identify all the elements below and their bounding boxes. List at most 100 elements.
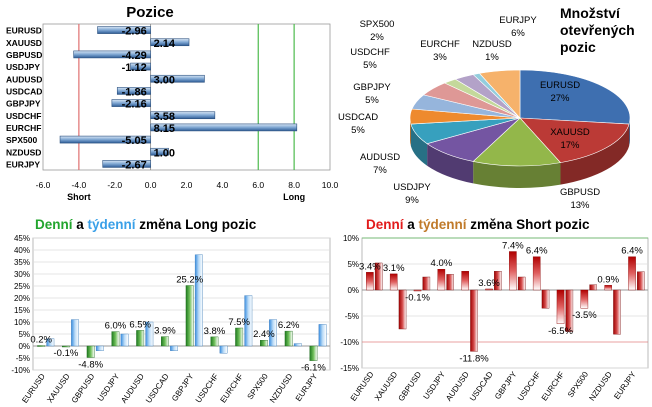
weekly-bar <box>494 271 502 291</box>
y-tick-label: 20% <box>14 294 30 303</box>
pie-label: EURUSD <box>540 80 580 91</box>
data-label: -4.8% <box>78 360 103 371</box>
short-change-chart: Denní a týdenní změna Short pozic -15% -10… <box>340 217 649 403</box>
position-bar <box>150 147 169 156</box>
title-part: změna Short pozic <box>467 217 591 232</box>
daily-bar <box>556 289 565 324</box>
x-tick-label: -2.0 <box>107 180 122 190</box>
position-bar <box>150 74 205 83</box>
daily-bar <box>37 345 46 347</box>
x-category-label: USDCAD <box>144 372 171 405</box>
title-part: Denní <box>35 217 74 232</box>
pie-label: GBPJPY <box>353 82 391 93</box>
pie-slice-side <box>410 118 411 147</box>
data-label: 7.5% <box>228 317 250 328</box>
category-label: NZDUSD <box>6 147 41 157</box>
y-tick-label: 0% <box>347 286 359 295</box>
position-bar <box>150 38 190 47</box>
x-category-label: SPX500 <box>566 370 591 400</box>
category-label: USDCAD <box>6 86 42 96</box>
daily-bar <box>260 340 268 347</box>
x-category-label: EURUSD <box>20 372 47 405</box>
position-bar <box>116 87 151 95</box>
data-label: -3.5% <box>572 310 597 321</box>
x-category-label: GBPUSD <box>70 372 97 405</box>
weekly-bar <box>145 321 154 347</box>
x-category-label: EURJPY <box>612 369 638 401</box>
data-label: 0.2% <box>30 335 52 346</box>
pie-slice <box>519 117 630 163</box>
position-bar <box>97 26 151 34</box>
value-label: -2.96 <box>122 26 147 38</box>
pie-percent: 9% <box>405 195 419 206</box>
pie-label: AUDUSD <box>360 152 400 163</box>
category-label: GBPJPY <box>6 99 41 109</box>
pie-label: GBPUSD <box>560 187 600 198</box>
data-label: -11.8% <box>459 353 489 364</box>
data-label: 3.4% <box>359 261 381 272</box>
pie-slice <box>478 69 521 119</box>
daily-bar <box>62 345 70 348</box>
data-label: 6.4% <box>526 246 548 257</box>
pie-label: EURJPY <box>499 15 537 26</box>
x-category-label: EURCHF <box>540 370 567 403</box>
daily-bar <box>185 285 194 347</box>
value-label: -2.16 <box>122 99 147 111</box>
x-category-label: EURJPY <box>294 371 320 403</box>
x-category-label: GBPJPY <box>493 369 519 401</box>
weekly-bar <box>398 289 407 330</box>
pie-slice <box>519 69 631 125</box>
chart-title: Pozice <box>126 4 174 21</box>
pie-label: EURCHF <box>420 39 460 50</box>
data-label: 6.5% <box>129 319 151 330</box>
pie-slice <box>472 117 562 167</box>
category-label: EURJPY <box>6 159 40 169</box>
daily-bar <box>309 345 318 361</box>
y-tick-label: 10% <box>343 234 359 243</box>
weekly-bar <box>293 343 302 347</box>
value-label: -2.67 <box>122 159 147 171</box>
weekly-bar <box>219 345 228 354</box>
y-tick-label: 40% <box>14 246 30 255</box>
position-bar <box>73 50 151 59</box>
weekly-bar <box>244 295 253 347</box>
x-label-short: Short <box>67 192 91 202</box>
value-label: 1.00 <box>154 147 175 159</box>
x-tick-label: -6.0 <box>36 180 51 190</box>
data-label: -6.1% <box>301 363 326 374</box>
category-label: USDCHF <box>6 111 41 121</box>
x-category-label: USDJPY <box>422 369 448 401</box>
weekly-bar <box>613 289 621 335</box>
weekly-bar <box>71 319 79 347</box>
weekly-bar <box>318 324 327 347</box>
x-category-label: EURUSD <box>349 370 376 403</box>
title-part: a <box>404 217 419 232</box>
pie-slice-side <box>427 143 474 184</box>
category-label: EURCHF <box>6 123 41 133</box>
position-bar <box>102 160 151 168</box>
data-label: 3.1% <box>383 263 405 274</box>
data-label: 6.4% <box>621 246 643 257</box>
pie-percent: 13% <box>570 200 590 211</box>
data-label: 4.0% <box>431 258 453 269</box>
x-category-label: NZDUSD <box>587 370 614 403</box>
y-tick-label: 35% <box>14 258 30 267</box>
x-tick-label: 4.0 <box>216 180 228 190</box>
weekly-bar <box>541 289 550 309</box>
pie-slice-side <box>560 124 630 185</box>
category-label: AUDUSD <box>6 74 42 84</box>
daily-bar <box>366 272 374 291</box>
position-bar <box>150 123 298 132</box>
plot-area <box>32 237 331 371</box>
data-label: -0.1% <box>54 348 79 359</box>
pie-percent: 6% <box>511 28 525 39</box>
x-category-label: EURCHF <box>219 372 246 405</box>
pie-slice-side <box>410 124 428 166</box>
weekly-bar <box>637 271 645 291</box>
daily-bar <box>136 330 145 347</box>
data-label: 25.2% <box>176 275 203 286</box>
pie-percent: 2% <box>370 32 384 43</box>
daily-bar <box>111 331 120 347</box>
value-label: 3.00 <box>154 74 175 86</box>
